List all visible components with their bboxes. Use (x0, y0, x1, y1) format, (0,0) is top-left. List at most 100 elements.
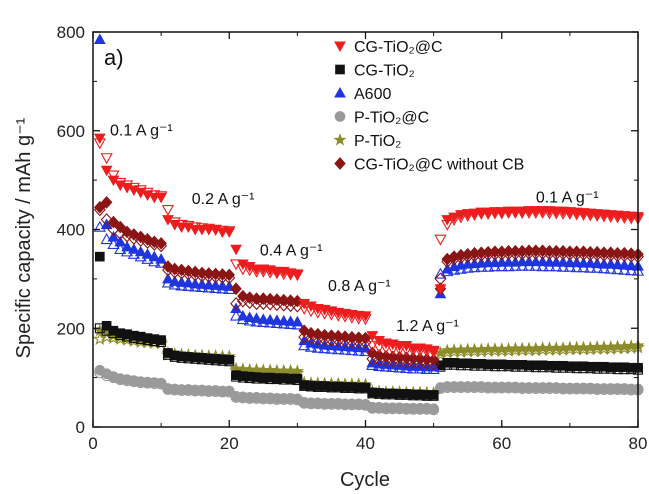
data-point-charge (93, 33, 106, 44)
data-point-charge (305, 326, 317, 340)
data-point-charge (263, 363, 277, 376)
data-point-charge (454, 210, 467, 221)
data-point-charge (448, 212, 460, 224)
data-point-charge (557, 256, 569, 267)
data-point-charge (495, 207, 508, 218)
legend-marker (334, 86, 346, 98)
data-point-charge (257, 313, 270, 324)
legend-marker (334, 41, 346, 53)
data-point-charge (127, 243, 140, 254)
data-point-charge (121, 225, 133, 239)
data-point-charge (155, 237, 167, 250)
legend-marker (334, 157, 346, 170)
data-point-charge (291, 315, 304, 327)
data-point-charge (591, 257, 604, 269)
data-point-charge (468, 208, 481, 220)
current-density-label: 0.1 A g⁻¹ (110, 123, 173, 140)
current-density-label: 1.2 A g⁻¹ (396, 318, 459, 335)
data-point-charge (584, 257, 597, 268)
data-point-discharge (229, 309, 243, 321)
data-point-charge (202, 278, 215, 290)
panel-label: a) (104, 45, 124, 70)
data-point-charge (182, 264, 195, 278)
data-point-charge (189, 265, 201, 279)
data-point-charge (428, 390, 439, 400)
data-point-charge (148, 235, 161, 249)
data-point-charge (107, 215, 120, 229)
legend-label: A600 (354, 86, 391, 103)
data-point-charge (230, 244, 242, 256)
data-point-charge (182, 276, 195, 288)
data-point-charge (100, 165, 113, 177)
data-point-charge (134, 245, 147, 257)
x-axis-title: Cycle (340, 469, 390, 491)
data-point-charge (175, 276, 188, 287)
data-point-charge (611, 258, 624, 270)
data-point-charge (516, 206, 529, 218)
data-point-charge (224, 355, 235, 365)
data-point-charge (128, 228, 140, 241)
data-point-charge (148, 250, 161, 262)
data-point-charge (93, 133, 106, 145)
series-1 (94, 251, 643, 401)
x-tick-label: 80 (629, 434, 648, 453)
legend-item: P-TiO₂@C (334, 110, 429, 127)
legend-item: A600 (334, 86, 391, 103)
current-density-label: 0.8 A g⁻¹ (328, 278, 391, 295)
data-point-charge (155, 192, 168, 204)
data-point-charge (223, 268, 235, 282)
data-point-discharge (100, 153, 113, 165)
series-0 (93, 133, 645, 359)
data-point-charge (141, 248, 154, 259)
data-point-charge (209, 279, 222, 290)
legend-label: CG-TiO₂ (354, 63, 415, 80)
x-tick-label: 0 (88, 434, 97, 453)
legend-item: P-TiO₂ (333, 133, 401, 150)
y-axis-title: Specific capacity / mAh g⁻¹ (13, 117, 35, 358)
data-point-charge (243, 311, 256, 322)
legend-marker (334, 111, 346, 122)
legend-label: CG-TiO₂@C (354, 39, 443, 56)
data-point-charge (434, 284, 447, 295)
x-tick-label: 20 (220, 434, 239, 453)
legend: CG-TiO₂@C CG-TiO₂ A600 P-TiO₂@C P-TiO₂ CG-TiO… (333, 39, 524, 174)
data-point-discharge (230, 297, 243, 311)
data-point-charge (94, 251, 105, 262)
x-tick-label: 60 (492, 434, 511, 453)
data-point-charge (216, 279, 229, 291)
legend-item: CG-TiO₂@C without CB (334, 157, 524, 174)
data-point-charge (114, 235, 127, 247)
data-point-charge (250, 312, 263, 323)
data-point-charge (305, 337, 317, 348)
data-point-charge (625, 259, 638, 271)
data-point-charge (461, 209, 474, 220)
data-point-charge (290, 364, 304, 377)
y-tick-label: 600 (57, 122, 85, 141)
data-point-charge (94, 200, 106, 214)
data-point-charge (277, 314, 290, 326)
data-point-charge (121, 240, 133, 252)
data-point-charge (114, 220, 126, 234)
data-point-charge (236, 309, 249, 321)
x-tick-label: 40 (356, 434, 375, 453)
data-point-charge (168, 275, 181, 286)
data-point-charge (230, 302, 242, 314)
data-point-charge (189, 277, 202, 289)
current-density-label: 0.2 A g⁻¹ (192, 191, 255, 208)
data-point-charge (359, 311, 372, 322)
data-point-charge (536, 255, 549, 267)
data-point-charge (141, 233, 154, 246)
data-point-charge (243, 291, 256, 304)
legend-marker (333, 133, 347, 146)
data-point-charge (107, 230, 120, 242)
current-density-label: 0.4 A g⁻¹ (260, 243, 323, 260)
data-point-charge (100, 218, 113, 230)
data-point-discharge (161, 205, 175, 217)
data-point-charge (441, 215, 454, 226)
data-point-charge (271, 314, 283, 325)
legend-label: P-TiO₂ (354, 133, 401, 150)
data-point-charge (428, 403, 439, 415)
data-point-charge (264, 313, 277, 325)
